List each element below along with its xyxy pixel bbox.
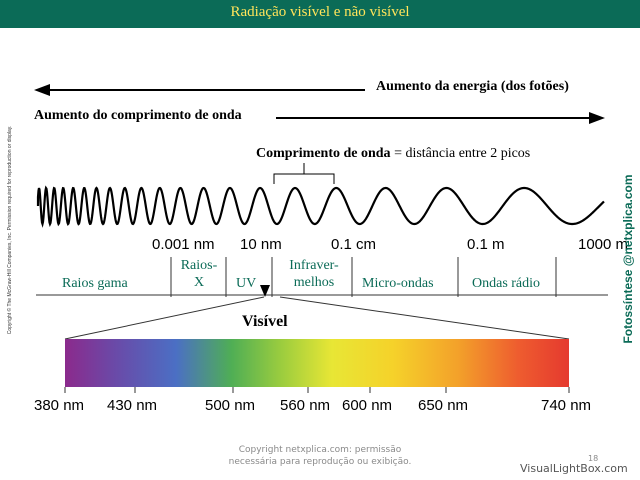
- scale-label-3: 0.1 m: [467, 236, 505, 253]
- region-ir-line1: Infraver-: [289, 258, 339, 273]
- vis-label-430: 430 nm: [107, 397, 158, 414]
- region-microwave: Micro-ondas: [362, 276, 434, 291]
- vis-label-560: 560 nm: [280, 397, 331, 414]
- wave: [36, 185, 605, 228]
- wave-definition-text: = distância entre 2 picos: [390, 146, 531, 161]
- energy-label: Aumento da energia (dos fotões): [376, 79, 569, 94]
- footer-copyright: Copyright netxplica.com: permissão neces…: [180, 444, 460, 468]
- footer-line-2: necessária para reprodução ou exibição.: [228, 457, 412, 467]
- footer-line-1: Copyright netxplica.com: permissão: [238, 445, 402, 455]
- vis-label-600: 600 nm: [342, 397, 393, 414]
- zoom-line-left: [64, 296, 265, 340]
- region-radio: Ondas rádio: [472, 276, 541, 291]
- visible-spectrum-bar: [65, 339, 569, 387]
- energy-arrow-head: [34, 84, 50, 96]
- wavelength-label: Aumento do comprimento de onda: [34, 108, 242, 123]
- scale-label-2: 0.1 cm: [331, 236, 377, 253]
- watermark: VisualLightBox.com: [520, 462, 628, 475]
- wave-definition: Comprimento de onda = distância entre 2 …: [256, 146, 530, 162]
- wavelength-bracket: [273, 173, 335, 184]
- region-uv: UV: [236, 276, 257, 291]
- vis-label-650: 650 nm: [418, 397, 469, 414]
- slide-title: Radiação visível e não visível: [230, 4, 410, 20]
- vis-label-380: 380 nm: [34, 397, 85, 414]
- page-number: 18: [588, 454, 599, 463]
- wave-definition-term: Comprimento de onda: [256, 146, 391, 161]
- side-credit: Fotossíntese @netxplica.com: [621, 174, 635, 344]
- scale-label-1: 10 nm: [240, 236, 282, 253]
- side-copyright: Copyright © The McGraw-Hill Companies, I…: [7, 125, 13, 335]
- visible-label: Visível: [242, 313, 288, 330]
- region-xray-line1: Raios-: [180, 258, 218, 273]
- visible-marker: [260, 285, 270, 297]
- wavelength-arrow-head: [589, 112, 605, 124]
- region-gamma: Raios gama: [62, 276, 128, 291]
- region-ir-line2: melhos: [293, 275, 335, 290]
- title-bar: [0, 0, 640, 28]
- scale-label-4: 1000 m: [578, 236, 629, 253]
- scale-label-0: 0.001 nm: [152, 236, 215, 253]
- zoom-line-right: [279, 296, 570, 340]
- vis-label-740: 740 nm: [541, 397, 592, 414]
- region-xray-line2: X: [193, 275, 205, 290]
- vis-label-500: 500 nm: [205, 397, 256, 414]
